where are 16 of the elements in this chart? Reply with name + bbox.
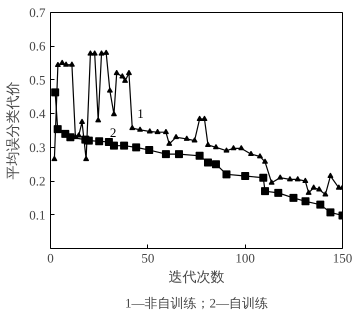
x-tick-label: 50	[141, 250, 154, 266]
y-axis-title: 平均误分类代价	[5, 82, 22, 180]
x-tick-label: 150	[332, 250, 352, 266]
series-label: 1	[137, 106, 144, 122]
x-tick-label: 100	[235, 250, 255, 266]
y-tick-label: 0.1	[29, 207, 46, 222]
y-tick-label: 0.4	[29, 106, 46, 122]
x-axis-title: 迭代次数	[168, 270, 224, 286]
y-tick-label: 0.2	[29, 174, 46, 189]
y-tick-label: 0.3	[29, 140, 46, 155]
x-tick-label: 0	[47, 250, 54, 266]
y-tick-label: 0.7	[29, 5, 46, 20]
series-label: 2	[110, 124, 116, 140]
y-tick-label: 0.6	[29, 38, 46, 54]
y-tick-label: 0.5	[29, 72, 46, 88]
text: 1—非自训练；2—自训练	[125, 296, 268, 310]
